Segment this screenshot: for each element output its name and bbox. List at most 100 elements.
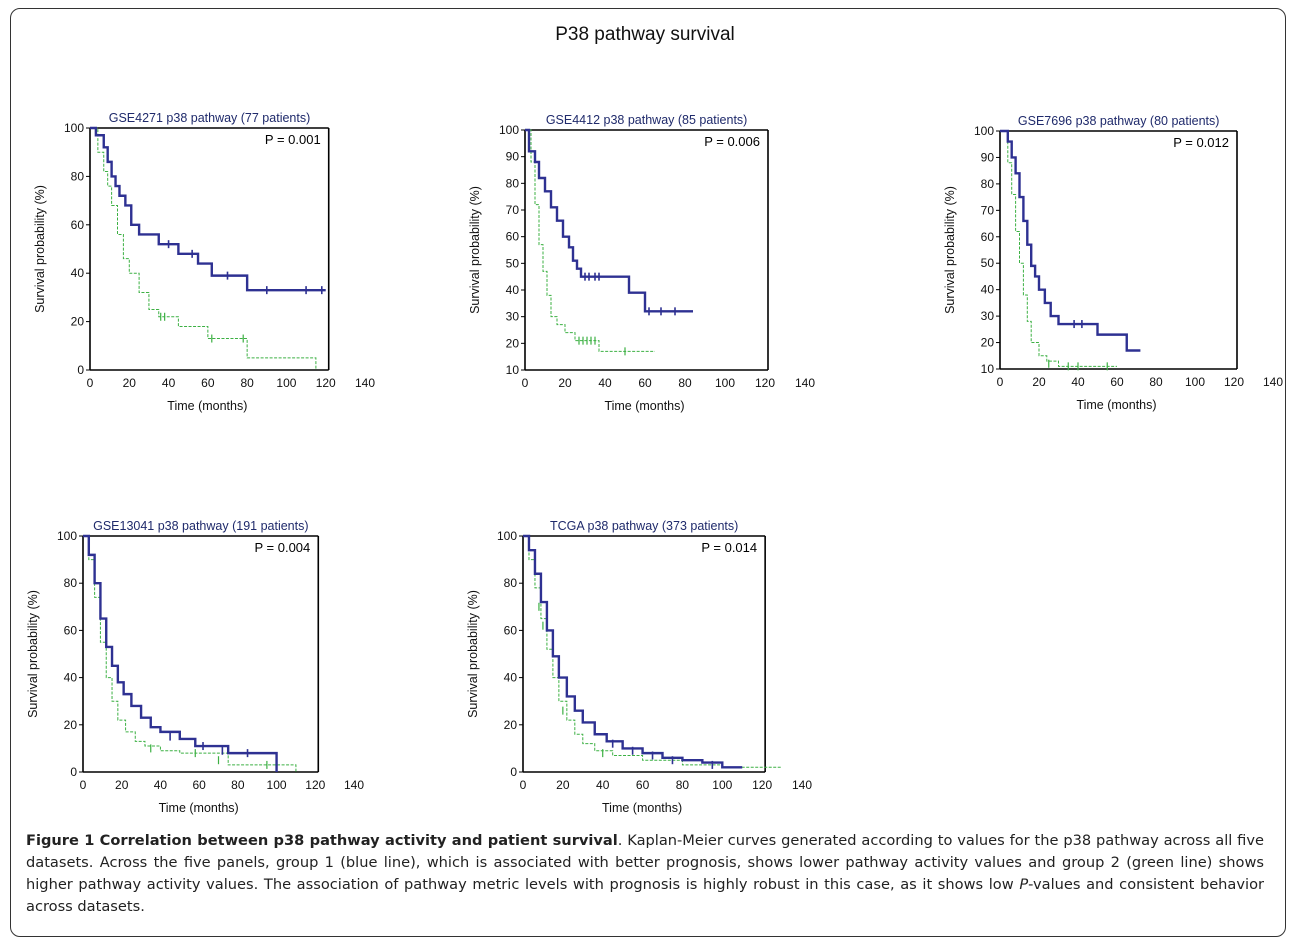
panel-title: GSE13041 p38 pathway (191 patients) [93, 519, 308, 533]
y-tick-label: 20 [64, 718, 78, 732]
y-tick-label: 90 [981, 150, 995, 164]
x-axis-label: Time (months) [167, 399, 247, 413]
p-value-label: P = 0.006 [704, 134, 760, 149]
y-tick-label: 0 [510, 765, 517, 779]
km-curve-group1 [90, 126, 326, 292]
x-tick-label: 140 [795, 376, 815, 390]
x-tick-label: 20 [558, 376, 572, 390]
x-tick-label: 120 [316, 376, 336, 390]
x-tick-label: 60 [1110, 375, 1124, 389]
panel-title: GSE7696 p38 pathway (80 patients) [1018, 114, 1220, 128]
x-tick-label: 120 [752, 778, 772, 792]
y-axis-label: Survival probability (%) [468, 186, 482, 314]
km-panel-1: GSE4271 p38 pathway (77 patients) 0 20 40 60… [33, 111, 375, 413]
p-value-label: P = 0.014 [701, 540, 757, 555]
y-axis-label: Survival probability (%) [943, 186, 957, 314]
x-tick-label: 140 [792, 778, 812, 792]
km-curve-group1 [523, 534, 743, 769]
y-tick-label: 20 [981, 336, 995, 350]
y-tick-label: 40 [64, 671, 78, 685]
y-tick-label: 100 [497, 529, 517, 543]
p-value-label: P = 0.001 [265, 132, 321, 147]
y-tick-label: 40 [71, 266, 85, 280]
y-tick-label: 20 [506, 336, 520, 350]
y-axis-label: Survival probability (%) [26, 590, 40, 718]
caption-heading: Figure 1 Correlation between p38 pathway… [26, 832, 618, 849]
x-tick-label: 100 [715, 376, 735, 390]
y-tick-label: 0 [77, 363, 84, 377]
y-tick-label: 60 [64, 623, 78, 637]
y-tick-label: 20 [504, 718, 518, 732]
x-tick-label: 60 [192, 778, 206, 792]
x-tick-label: 80 [676, 778, 690, 792]
x-tick-label: 40 [596, 778, 610, 792]
y-tick-label: 40 [981, 283, 995, 297]
p-value-label: P = 0.012 [1173, 135, 1229, 150]
y-tick-label: 80 [506, 176, 520, 190]
y-tick-label: 70 [506, 203, 520, 217]
x-tick-label: 140 [355, 376, 375, 390]
y-tick-label: 60 [506, 230, 520, 244]
x-tick-label: 140 [1263, 375, 1283, 389]
y-axis-label: Survival probability (%) [33, 185, 47, 313]
km-panel-2: GSE4412 p38 pathway (85 patients) 10 20 30 4… [468, 113, 815, 413]
km-curve-group1 [83, 534, 278, 772]
y-tick-label: 70 [981, 203, 995, 217]
x-tick-label: 40 [162, 376, 176, 390]
km-curve-group2 [90, 127, 317, 370]
x-tick-label: 120 [305, 778, 325, 792]
x-tick-label: 80 [240, 376, 254, 390]
y-tick-label: 40 [504, 671, 518, 685]
y-tick-label: 80 [71, 169, 85, 183]
x-tick-label: 40 [598, 376, 612, 390]
x-tick-label: 40 [154, 778, 168, 792]
y-tick-label: 20 [71, 315, 85, 329]
figure-main-title: P38 pathway survival [555, 24, 735, 45]
y-tick-label: 60 [504, 623, 518, 637]
x-tick-label: 60 [638, 376, 652, 390]
y-tick-label: 10 [981, 362, 995, 376]
x-tick-label: 80 [231, 778, 245, 792]
x-tick-label: 100 [712, 778, 732, 792]
y-tick-label: 60 [981, 230, 995, 244]
x-tick-label: 80 [678, 376, 692, 390]
x-tick-label: 0 [80, 778, 87, 792]
x-tick-label: 20 [123, 376, 137, 390]
km-curve-group2 [525, 129, 655, 352]
x-tick-label: 0 [997, 375, 1004, 389]
y-tick-label: 0 [70, 765, 77, 779]
x-tick-label: 100 [276, 376, 296, 390]
km-curve-group2 [1000, 130, 1117, 367]
x-axis-label: Time (months) [604, 399, 684, 413]
x-tick-label: 60 [201, 376, 215, 390]
km-panel-5: TCGA p38 pathway (373 patients) 0 20 40 60 80… [466, 519, 812, 815]
x-axis-label: Time (months) [159, 801, 239, 815]
x-axis-label: Time (months) [602, 801, 682, 815]
y-tick-label: 40 [506, 283, 520, 297]
panel-title: TCGA p38 pathway (373 patients) [550, 519, 738, 533]
x-tick-label: 20 [1032, 375, 1046, 389]
x-tick-label: 80 [1149, 375, 1163, 389]
km-curve-group1 [525, 128, 693, 313]
caption-text-2: -values and consistent behavior across d… [26, 876, 1264, 915]
y-tick-label: 30 [981, 309, 995, 323]
km-curve-group1 [1000, 129, 1141, 352]
y-tick-label: 80 [504, 576, 518, 590]
y-tick-label: 80 [981, 177, 995, 191]
x-tick-label: 20 [115, 778, 129, 792]
y-tick-label: 100 [64, 121, 84, 135]
x-tick-label: 0 [87, 376, 94, 390]
y-tick-label: 50 [506, 256, 520, 270]
km-panel-4: GSE13041 p38 pathway (191 patients) 0 20 40… [26, 519, 364, 815]
x-tick-label: 140 [344, 778, 364, 792]
x-tick-label: 100 [267, 778, 287, 792]
km-curve-group2 [83, 535, 297, 772]
x-tick-label: 60 [636, 778, 650, 792]
x-tick-label: 0 [520, 778, 527, 792]
y-axis-label: Survival probability (%) [466, 590, 480, 718]
figure-frame [10, 8, 1286, 937]
y-tick-label: 100 [499, 123, 519, 137]
x-tick-label: 120 [755, 376, 775, 390]
panel-title: GSE4412 p38 pathway (85 patients) [546, 113, 748, 127]
